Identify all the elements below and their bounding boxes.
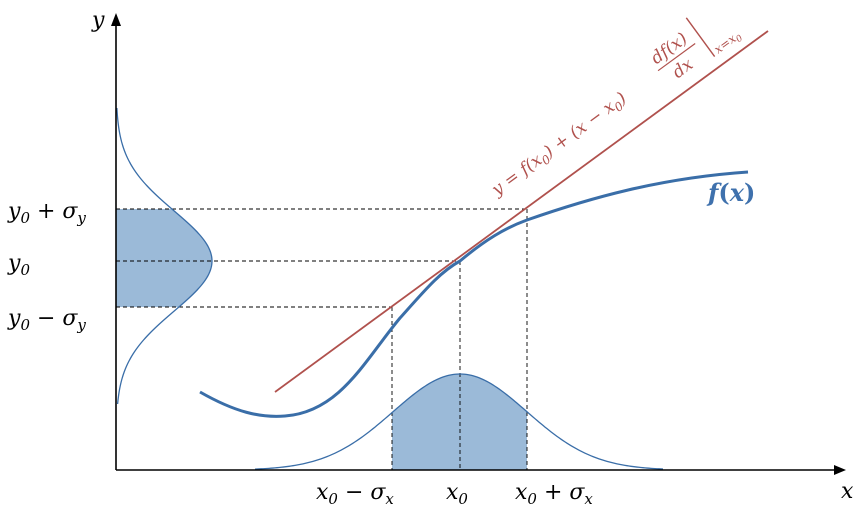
function-label: f(x) [706,178,755,207]
evaluation-subscript: x=x0 [711,28,745,59]
y-tick-plus: y0 + σy [7,199,86,227]
x-tick-center: x0 [446,480,468,508]
x-gaussian-curve [254,373,664,470]
y-axis-label: y [91,8,105,33]
y-gaussian-curve [116,107,213,405]
derivative-denominator: dx [669,54,698,82]
x-tick-minus: x0 − σx [316,480,394,508]
y-axis-arrow-icon [111,13,121,26]
y-distribution-shaded-region [116,209,212,307]
tangent-equation: y = f(x0) + (x − x0) df(x) dx x=x0 [487,17,745,202]
tangent-line [274,30,769,393]
x-axis-label: x [841,479,854,504]
derivative-fraction-bar [657,43,696,72]
x-axis-arrow-icon [834,465,846,475]
tangent-equation-text: y = f(x0) + (x − x0) [487,88,631,202]
y-tick-minus: y0 − σy [7,306,86,334]
evaluation-bar [685,17,716,57]
y-tick-center: y0 [7,251,30,279]
function-curve [199,170,749,418]
x-tick-plus: x0 + σx [515,480,593,508]
x-distribution-shaded-region [392,374,527,470]
